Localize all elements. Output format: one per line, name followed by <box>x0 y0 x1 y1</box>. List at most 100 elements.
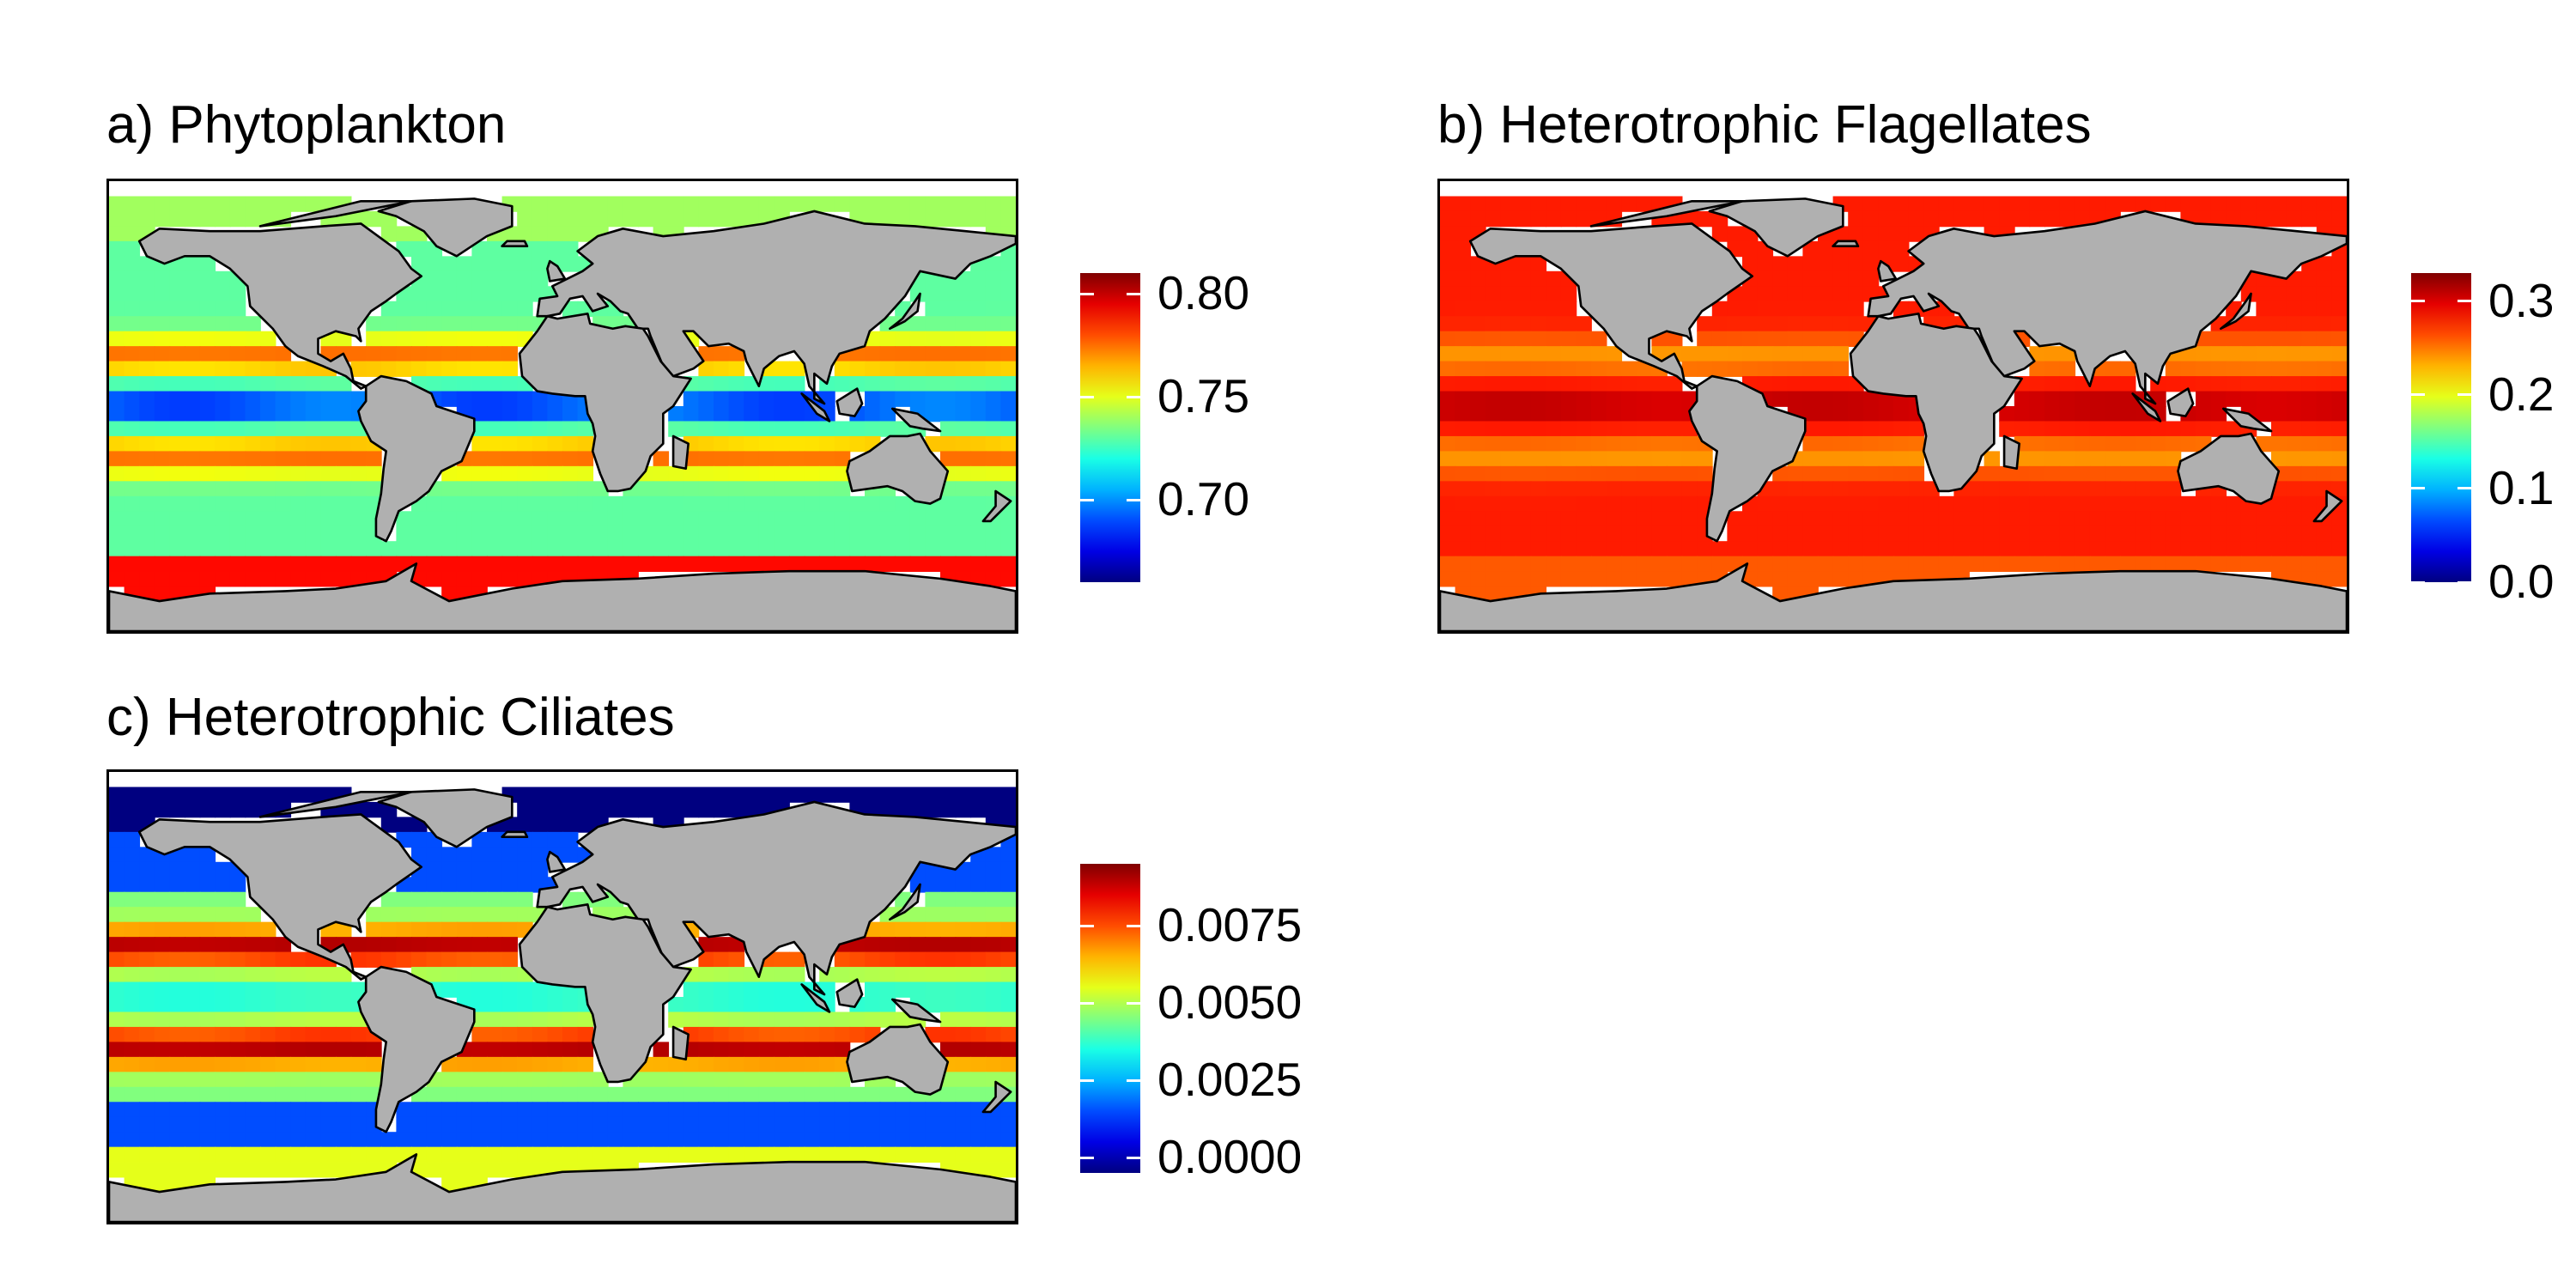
ocean-cell <box>2226 526 2242 543</box>
ocean-cell <box>290 421 307 437</box>
ocean-cell <box>154 376 171 392</box>
ocean-cell <box>865 495 881 513</box>
ocean-cell <box>260 787 276 803</box>
ocean-cell <box>1953 210 1970 228</box>
ocean-cell <box>185 481 201 497</box>
ocean-cell <box>940 541 957 557</box>
ocean-cell <box>1757 495 1774 513</box>
ocean-cell <box>2301 301 2318 318</box>
ocean-cell <box>834 1132 851 1148</box>
ocean-cell <box>245 801 261 818</box>
ocean-cell <box>532 1056 549 1073</box>
ocean-cell <box>2029 451 2045 467</box>
ocean-cell <box>698 1042 714 1058</box>
ocean-cell <box>2135 495 2152 513</box>
ocean-cell <box>532 240 549 258</box>
ocean-cell <box>1516 331 1532 348</box>
ocean-cell <box>1560 435 1577 453</box>
ocean-cell <box>487 316 503 332</box>
ocean-cell <box>623 1086 639 1103</box>
ocean-cell <box>2014 541 2031 557</box>
ocean-cell <box>275 526 292 543</box>
ocean-cell <box>774 511 790 527</box>
ocean-cell <box>275 541 292 557</box>
ocean-cell <box>305 511 322 527</box>
ocean-cell <box>592 511 609 527</box>
ocean-cell <box>1772 361 1789 377</box>
ocean-cell <box>1576 196 1592 212</box>
ocean-cell <box>592 556 609 573</box>
ocean-cell <box>139 270 155 288</box>
ocean-cell <box>487 831 503 848</box>
ocean-cell <box>109 331 125 348</box>
ocean-cell <box>955 981 972 998</box>
ocean-cell <box>1530 210 1547 228</box>
ocean-cell <box>2089 451 2106 467</box>
ocean-cell <box>185 346 201 362</box>
ocean-cell <box>501 301 519 318</box>
ocean-cell <box>698 556 714 573</box>
ocean-cell <box>336 997 352 1013</box>
ocean-cell <box>879 391 896 407</box>
ocean-cell <box>2089 526 2106 543</box>
ocean-cell <box>819 1146 835 1163</box>
ocean-cell <box>1000 210 1016 228</box>
colorbar-tick-label: 0.2 <box>2488 367 2555 421</box>
ocean-cell <box>139 465 155 483</box>
ocean-cell <box>955 541 972 557</box>
ocean-cell <box>305 406 322 422</box>
ocean-cell <box>380 817 398 833</box>
ocean-cell <box>245 1056 261 1073</box>
ocean-cell <box>1546 196 1562 212</box>
ocean-cell <box>139 481 155 497</box>
ocean-cell <box>487 877 503 893</box>
ocean-cell <box>532 1086 549 1103</box>
ocean-cell <box>350 511 368 527</box>
ocean-cell <box>789 1086 805 1103</box>
ocean-cell <box>789 1026 805 1043</box>
ocean-cell <box>985 1026 1002 1043</box>
ocean-cell <box>1530 406 1547 422</box>
ocean-cell <box>1832 270 1850 288</box>
ocean-cell <box>169 1146 185 1163</box>
ocean-cell <box>1560 346 1577 362</box>
ocean-cell <box>501 937 519 953</box>
ocean-cell <box>441 1102 458 1118</box>
ocean-cell <box>2165 196 2182 212</box>
ocean-cell <box>955 301 972 318</box>
ocean-cell <box>1969 541 1985 557</box>
ocean-cell <box>728 495 745 513</box>
ocean-cell <box>2196 361 2212 377</box>
colorbar-tick <box>2458 487 2471 490</box>
ocean-cell <box>199 1102 216 1118</box>
ocean-cell <box>683 801 700 818</box>
ocean-cell <box>1500 346 1516 362</box>
ocean-cell <box>638 541 654 557</box>
ocean-cell <box>1546 361 1562 377</box>
ocean-cell <box>1530 451 1547 467</box>
ocean-cell <box>1500 406 1516 422</box>
ocean-cell <box>1636 435 1653 453</box>
ocean-cell <box>275 1132 292 1148</box>
ocean-cell <box>2331 541 2347 557</box>
ocean-cell <box>698 1102 714 1118</box>
ocean-cell <box>1530 196 1547 212</box>
ocean-cell <box>758 1132 775 1148</box>
ocean-cell <box>789 196 805 212</box>
ocean-cell <box>396 891 412 908</box>
ocean-cell <box>1772 331 1789 348</box>
ocean-cell <box>955 1026 972 1043</box>
ocean-cell <box>411 331 428 348</box>
ocean-cell <box>2135 196 2152 212</box>
ocean-cell <box>1772 256 1789 272</box>
ocean-cell <box>728 1012 745 1028</box>
ocean-cell <box>1546 481 1562 497</box>
ocean-cell <box>1576 406 1592 422</box>
ocean-cell <box>1651 421 1668 437</box>
ocean-cell <box>1560 571 1577 587</box>
ocean-cell <box>1591 451 1607 467</box>
ocean-cell <box>169 316 185 332</box>
ocean-cell <box>517 226 533 242</box>
ocean-cell <box>1893 406 1910 422</box>
ocean-cell <box>1621 556 1637 573</box>
